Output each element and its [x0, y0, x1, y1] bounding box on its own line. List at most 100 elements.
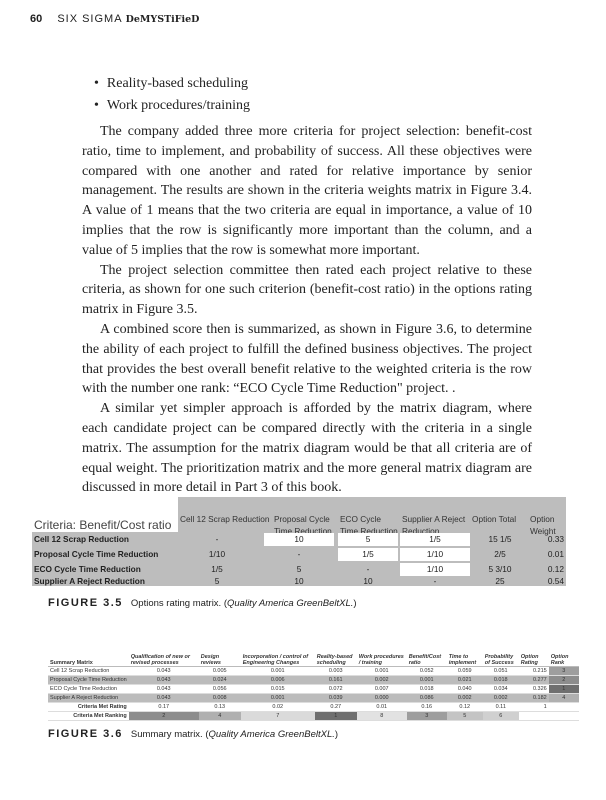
- matrix-cell: -: [433, 576, 437, 586]
- table-cell: 0.043: [128, 675, 199, 685]
- table-cell: 0.005: [198, 666, 241, 676]
- table-cell: 0.001: [406, 675, 447, 685]
- corner-label: Summary Matrix: [48, 646, 129, 667]
- column-header: Design reviews: [198, 646, 241, 667]
- caption-label: FIGURE 3.5: [48, 597, 123, 609]
- table-cell: 0.326: [518, 684, 549, 694]
- table-cell: 2: [548, 675, 579, 685]
- caption-end: ): [334, 729, 339, 740]
- table-cell: 0.002: [356, 675, 407, 685]
- column-header: Work procedures / training: [356, 646, 407, 667]
- column-header: Cell 12 Scrap Reduction: [180, 514, 270, 524]
- caption-text: Summary matrix. (: [130, 729, 209, 740]
- body-text: The company added three more criteria fo…: [82, 122, 532, 498]
- caption-source: Quality America GreenBeltXL.: [227, 598, 354, 609]
- table-cell: 0.11: [482, 702, 519, 712]
- row-label: Supplier A Reject Reduction: [48, 693, 129, 703]
- table-cell: 0.043: [128, 684, 199, 694]
- column-header: Option Rating: [518, 646, 549, 667]
- table-cell: 2: [128, 711, 199, 721]
- table-cell: 0.043: [128, 666, 199, 676]
- matrix-background: [32, 532, 178, 586]
- column-header: Supplier A Reject Reduction: [402, 514, 466, 536]
- options-rating-matrix: Criteria: Benefit/Cost ratio Cell 12 Scr…: [32, 497, 566, 586]
- bullet-item: • Reality-based scheduling: [94, 76, 249, 91]
- row-label: Supplier A Reject Reduction: [34, 576, 145, 586]
- paragraph: The project selection committee then rat…: [82, 262, 532, 318]
- row-label: ECO Cycle Time Reduction: [48, 684, 129, 694]
- table-cell: 1: [518, 702, 549, 712]
- table-row: Cell 12 Scrap Reduction 0.043 0.005 0.001 0.…: [48, 666, 579, 676]
- matrix-cell: 5: [214, 576, 220, 586]
- row-label: Cell 12 Scrap Reduction: [48, 666, 129, 676]
- table-cell: 0.215: [518, 666, 549, 676]
- table-cell: 0.024: [198, 675, 241, 685]
- table-cell: 0.001: [240, 666, 315, 676]
- book-title-bold: DeMYSTiFieD: [125, 14, 200, 25]
- table-cell: 0.000: [356, 693, 407, 703]
- table-cell: 0.015: [240, 684, 315, 694]
- matrix-cell: 0.33: [547, 534, 564, 544]
- paragraph: A combined score then is summarized, as …: [82, 321, 532, 397]
- table-cell: 0.001: [240, 693, 315, 703]
- table-cell: 0.01: [356, 702, 407, 712]
- matrix-cell: 10: [264, 533, 334, 546]
- table-cell: 0.052: [406, 666, 447, 676]
- table-cell: 0.13: [198, 702, 241, 712]
- matrix-cell: -: [215, 534, 219, 544]
- table-cell: 0.043: [128, 693, 199, 703]
- bullet-text: Work procedures/training: [106, 98, 251, 113]
- column-header: Qualification of new or revised processe…: [128, 646, 199, 667]
- table-cell: 4: [198, 711, 241, 721]
- matrix-cell: 15 1/5: [488, 534, 512, 544]
- table-cell: 0.018: [406, 684, 447, 694]
- column-header: Incorporation / control of Engineering C…: [240, 646, 315, 667]
- bullet-text: Reality-based scheduling: [106, 76, 249, 91]
- table-cell: 7: [240, 711, 315, 721]
- ranking-row: Criteria Met Ranking 2 4 7 1 8 3 5 6: [48, 711, 579, 721]
- table-cell: 0.008: [198, 693, 241, 703]
- figure-caption: FIGURE 3.6 Summary matrix. (Quality Ameri…: [48, 728, 338, 740]
- table-cell: [518, 711, 549, 721]
- table-cell: 0.059: [446, 666, 483, 676]
- row-label: ECO Cycle Time Reduction: [34, 564, 141, 574]
- table-cell: 6: [482, 711, 519, 721]
- column-header: ECO Cycle Time Reduction: [340, 514, 398, 536]
- table-cell: 0.003: [314, 666, 357, 676]
- matrix-cell: 0.12: [547, 564, 564, 574]
- matrix-cell: 5: [296, 564, 302, 574]
- caption-text: Options rating matrix. (: [130, 598, 227, 609]
- table-cell: 0.018: [482, 675, 519, 685]
- matrix-cell: 0.54: [547, 576, 564, 586]
- table-cell: 0.17: [128, 702, 199, 712]
- table-cell: 0.007: [356, 684, 407, 694]
- summary-matrix: Summary Matrix Qualification of new or re…: [48, 646, 579, 721]
- header-row: Summary Matrix Qualification of new or re…: [48, 646, 579, 667]
- table-cell: 0.021: [446, 675, 483, 685]
- table-row: Proposal Cycle Time Reduction 0.043 0.024 0…: [48, 675, 579, 685]
- matrix-cell: 1/5: [211, 564, 223, 574]
- table-cell: 0.006: [240, 675, 315, 685]
- matrix-cell: 10: [363, 576, 373, 586]
- column-header: Reality-based scheduling: [314, 646, 357, 667]
- table-cell: 0.27: [314, 702, 357, 712]
- table-cell: 0.072: [314, 684, 357, 694]
- matrix-cell: 25: [495, 576, 505, 586]
- table-cell: 0.034: [482, 684, 519, 694]
- row-label: Criteria Met Ranking: [48, 711, 129, 721]
- matrix-cell: 10: [294, 576, 304, 586]
- table-cell: 0.051: [482, 666, 519, 676]
- matrix-cell: 1/10: [400, 548, 470, 561]
- rating-row: Criteria Met Rating 0.17 0.13 0.02 0.27 0.01 0…: [48, 702, 579, 712]
- table-cell: [548, 711, 579, 721]
- caption-label: FIGURE 3.6: [48, 728, 123, 740]
- column-header: Option Weight: [530, 514, 556, 536]
- column-header: Option Total: [472, 514, 517, 524]
- matrix-cell: 1/10: [400, 563, 470, 576]
- table-row: ECO Cycle Time Reduction 0.043 0.056 0.015 0…: [48, 684, 579, 694]
- matrix-cell: -: [297, 549, 301, 559]
- table-cell: [548, 702, 579, 712]
- matrix-cell: 2/5: [494, 549, 506, 559]
- row-label: Proposal Cycle Time Reduction: [48, 675, 129, 685]
